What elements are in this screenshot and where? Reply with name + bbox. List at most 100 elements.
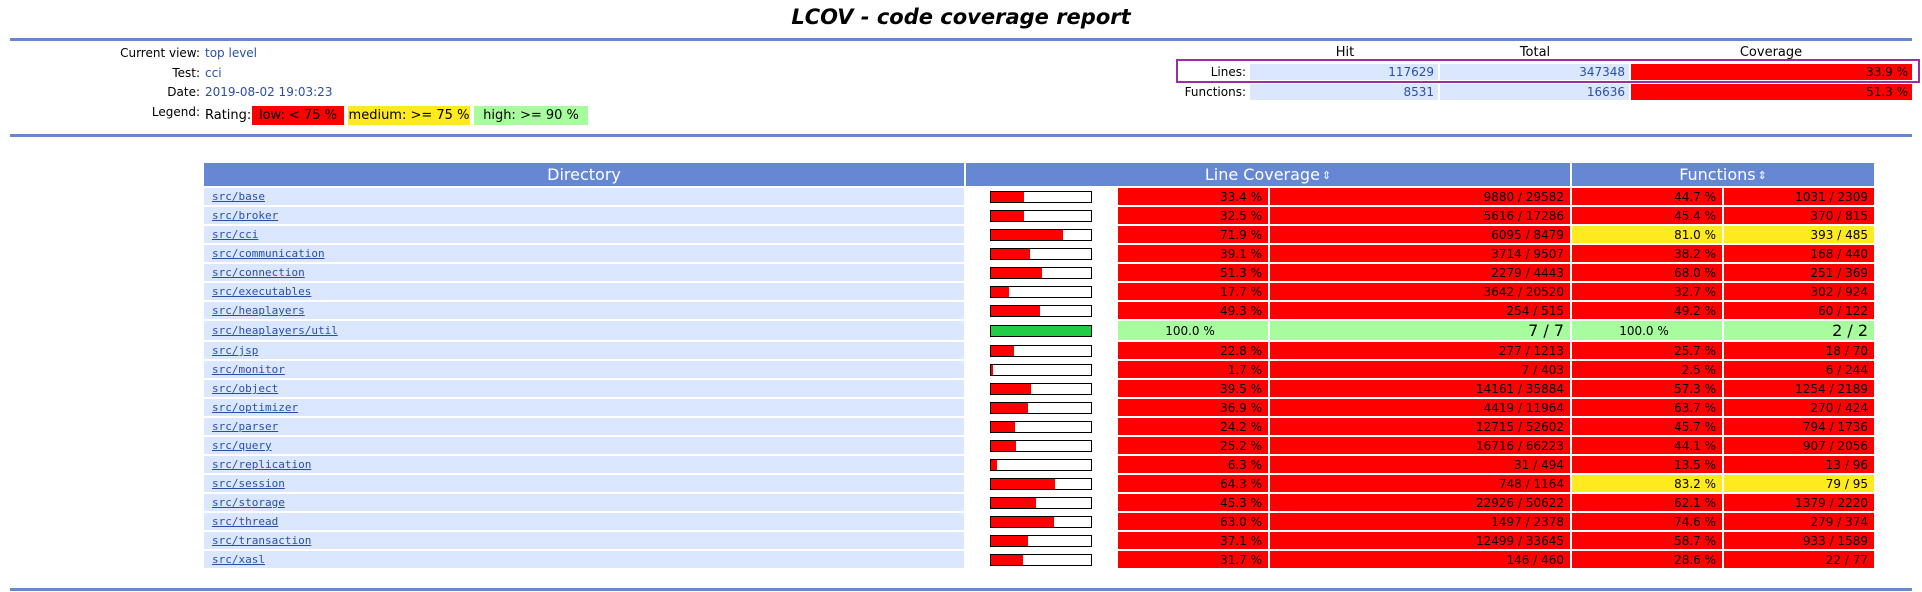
directory-link[interactable]: src/optimizer xyxy=(212,401,299,414)
line-coverage-count: 22926 / 50622 xyxy=(1270,494,1570,511)
directory-cell: src/connection xyxy=(204,264,964,281)
directory-header-text: Directory xyxy=(547,165,621,184)
table-row: src/storage 45.3 % 22926 / 50622 62.1 % 1379… xyxy=(204,494,1874,511)
coverage-bar-fill xyxy=(991,554,1023,565)
function-coverage-percent: 32.7 % xyxy=(1572,283,1722,300)
directory-link[interactable]: src/heaplayers xyxy=(212,304,305,317)
summary-coverage-header: Coverage xyxy=(1739,45,1803,60)
function-coverage-count: 1254 / 2189 xyxy=(1724,380,1874,397)
directory-link[interactable]: src/communication xyxy=(212,247,325,260)
table-row: src/heaplayers/util 100.0 % 7 / 7 100.0 % 2 … xyxy=(204,321,1874,340)
table-row: src/cci 71.9 % 6095 / 8479 81.0 % 393 / 485 xyxy=(204,226,1874,243)
directory-link[interactable]: src/thread xyxy=(212,515,279,528)
directory-link[interactable]: src/executables xyxy=(212,285,312,298)
directory-link[interactable]: src/base xyxy=(212,190,265,203)
function-coverage-percent: 38.2 % xyxy=(1572,245,1722,262)
function-coverage-percent: 81.0 % xyxy=(1572,226,1722,243)
coverage-bar xyxy=(990,477,1092,490)
sort-icon[interactable]: ⇕ xyxy=(1321,169,1332,182)
function-coverage-count: 933 / 1589 xyxy=(1724,532,1874,549)
directory-link[interactable]: src/parser xyxy=(212,420,279,433)
function-coverage-percent: 58.7 % xyxy=(1572,532,1722,549)
coverage-bar xyxy=(990,439,1092,452)
function-coverage-count: 907 / 2056 xyxy=(1724,437,1874,454)
coverage-bar xyxy=(990,420,1092,433)
function-coverage-percent: 44.1 % xyxy=(1572,437,1722,454)
functions-header-text: Functions xyxy=(1679,165,1756,184)
line-coverage-count: 7 / 7 xyxy=(1270,321,1570,340)
directory-link[interactable]: src/replication xyxy=(212,458,312,471)
directory-link[interactable]: src/query xyxy=(212,439,272,452)
table-row: src/xasl 31.7 % 146 / 460 28.6 % 22 / 77 xyxy=(204,551,1874,568)
directory-link[interactable]: src/session xyxy=(212,477,285,490)
directory-link[interactable]: src/cci xyxy=(212,228,259,241)
line-coverage-count: 3642 / 20520 xyxy=(1270,283,1570,300)
directory-cell: src/cci xyxy=(204,226,964,243)
coverage-bar-cell xyxy=(966,342,1116,359)
line-coverage-count: 254 / 515 xyxy=(1270,302,1570,319)
table-row: src/executables 17.7 % 3642 / 20520 32.7 % 3… xyxy=(204,283,1874,300)
table-row: src/parser 24.2 % 12715 / 52602 45.7 % 794 /… xyxy=(204,418,1874,435)
table-row: src/broker 32.5 % 5616 / 17286 45.4 % 370 / … xyxy=(204,207,1874,224)
coverage-bar-cell xyxy=(966,437,1116,454)
lines-summary-highlight xyxy=(1176,59,1920,83)
directory-link[interactable]: src/jsp xyxy=(212,344,259,357)
directory-link[interactable]: src/broker xyxy=(212,209,279,222)
directory-link[interactable]: src/connection xyxy=(212,266,305,279)
function-coverage-count: 302 / 924 xyxy=(1724,283,1874,300)
coverage-bar xyxy=(990,247,1092,260)
coverage-bar-fill xyxy=(991,421,1016,432)
line-coverage-percent: 32.5 % xyxy=(1118,207,1268,224)
summary-functions-total: 16636 xyxy=(1440,84,1629,100)
function-coverage-percent: 83.2 % xyxy=(1572,475,1722,492)
function-coverage-count: 279 / 374 xyxy=(1724,513,1874,530)
coverage-bar xyxy=(990,190,1092,203)
summary-lines-hit: 117629 xyxy=(1250,64,1438,80)
coverage-bar-cell xyxy=(966,207,1116,224)
line-coverage-percent: 22.8 % xyxy=(1118,342,1268,359)
function-coverage-count: 251 / 369 xyxy=(1724,264,1874,281)
line-coverage-percent: 31.7 % xyxy=(1118,551,1268,568)
line-coverage-count: 31 / 494 xyxy=(1270,456,1570,473)
line-coverage-count: 1497 / 2378 xyxy=(1270,513,1570,530)
directory-link[interactable]: src/object xyxy=(212,382,279,395)
line-coverage-percent: 17.7 % xyxy=(1118,283,1268,300)
function-coverage-count: 2 / 2 xyxy=(1724,321,1874,340)
function-coverage-count: 1379 / 2220 xyxy=(1724,494,1874,511)
coverage-bar-fill xyxy=(991,402,1028,413)
coverage-bar xyxy=(990,401,1092,414)
function-coverage-count: 1031 / 2309 xyxy=(1724,188,1874,205)
line-coverage-percent: 33.4 % xyxy=(1118,188,1268,205)
table-row: src/monitor 1.7 % 7 / 403 2.5 % 6 / 244 xyxy=(204,361,1874,378)
directory-cell: src/thread xyxy=(204,513,964,530)
directory-cell: src/heaplayers xyxy=(204,302,964,319)
coverage-bar-cell xyxy=(966,513,1116,530)
line-coverage-percent: 36.9 % xyxy=(1118,399,1268,416)
sort-icon[interactable]: ⇕ xyxy=(1757,169,1767,182)
directory-link[interactable]: src/monitor xyxy=(212,363,285,376)
coverage-bar-cell xyxy=(966,418,1116,435)
function-coverage-count: 60 / 122 xyxy=(1724,302,1874,319)
line-coverage-percent: 63.0 % xyxy=(1118,513,1268,530)
table-row: src/thread 63.0 % 1497 / 2378 74.6 % 279 / 3… xyxy=(204,513,1874,530)
line-coverage-column-header[interactable]: Line Coverage ⇕ xyxy=(966,163,1570,186)
directory-cell: src/optimizer xyxy=(204,399,964,416)
function-coverage-percent: 28.6 % xyxy=(1572,551,1722,568)
coverage-bar xyxy=(990,304,1092,317)
directory-link[interactable]: src/transaction xyxy=(212,534,312,547)
coverage-bar xyxy=(990,266,1092,279)
table-row: src/transaction 37.1 % 12499 / 33645 58.7 %… xyxy=(204,532,1874,549)
line-coverage-count: 12499 / 33645 xyxy=(1270,532,1570,549)
function-coverage-count: 370 / 815 xyxy=(1724,207,1874,224)
line-coverage-percent: 45.3 % xyxy=(1118,494,1268,511)
test-label: Test: xyxy=(172,66,200,80)
coverage-bar-cell xyxy=(966,532,1116,549)
directory-link[interactable]: src/storage xyxy=(212,496,285,509)
directory-cell: src/parser xyxy=(204,418,964,435)
header-divider xyxy=(10,134,1912,137)
directory-cell: src/storage xyxy=(204,494,964,511)
directory-link[interactable]: src/xasl xyxy=(212,553,265,566)
functions-column-header[interactable]: Functions ⇕ xyxy=(1572,163,1874,186)
directory-link[interactable]: src/heaplayers/util xyxy=(212,324,338,337)
table-row: src/object 39.5 % 14161 / 35884 57.3 % 1254 … xyxy=(204,380,1874,397)
